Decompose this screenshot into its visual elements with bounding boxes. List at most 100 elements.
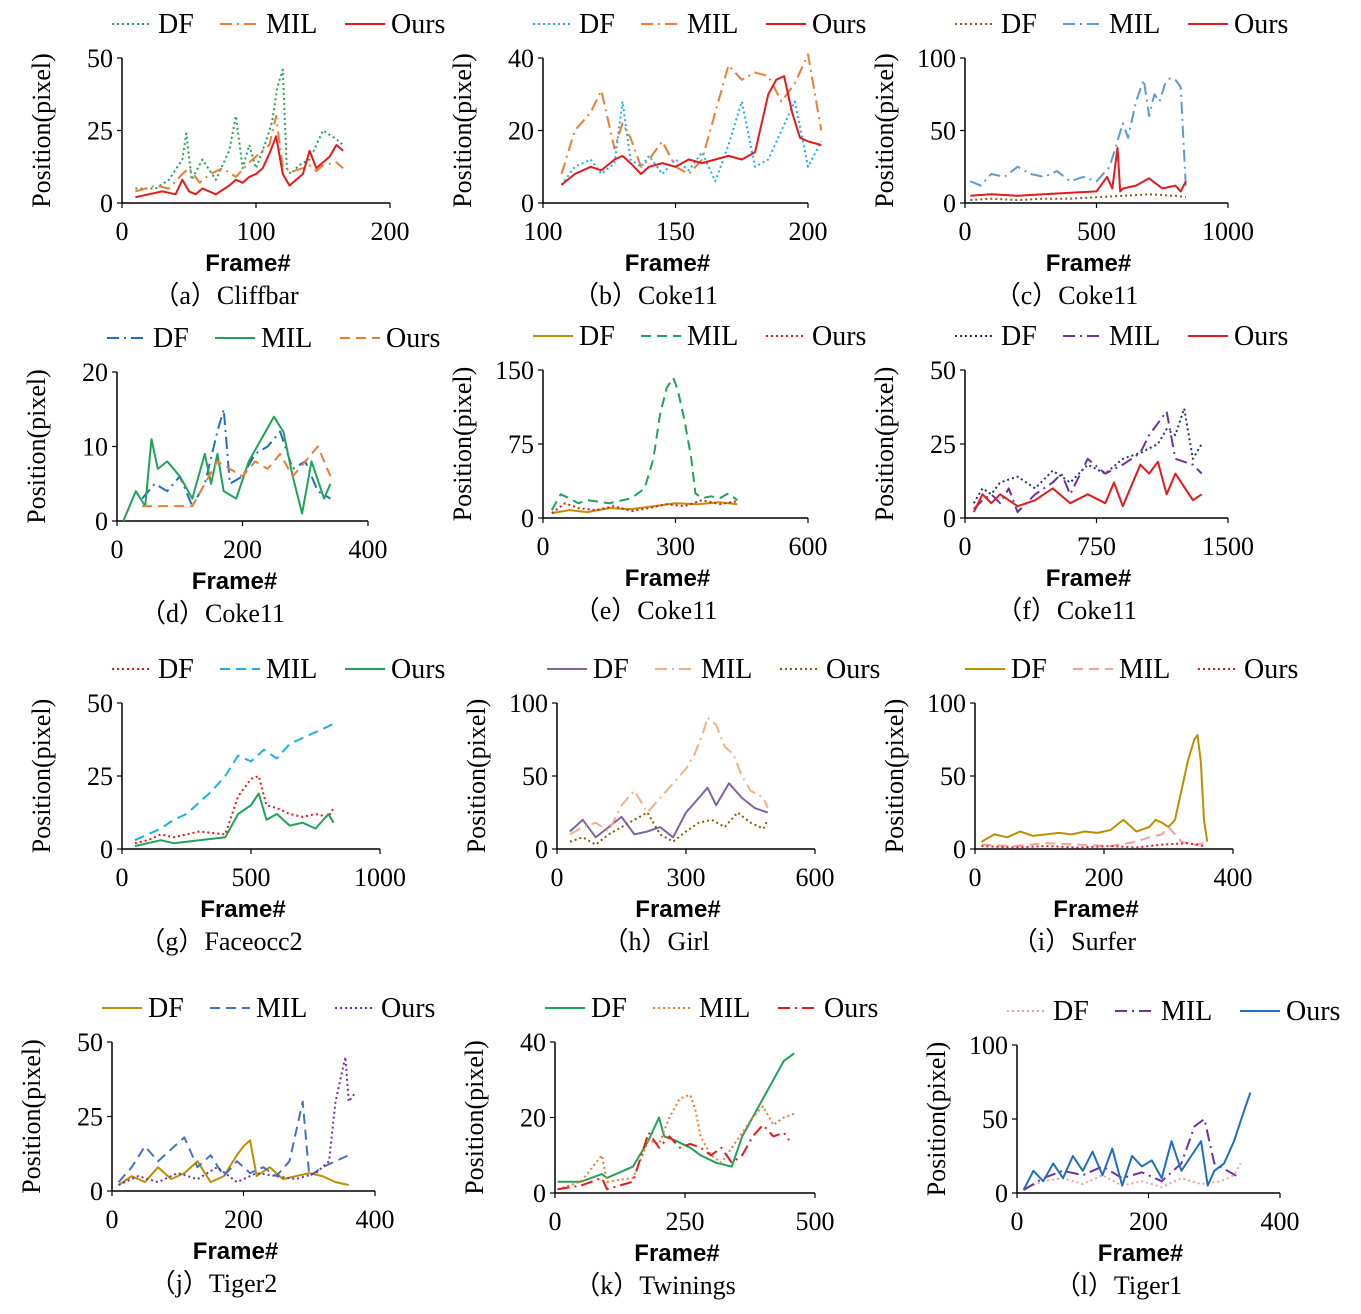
y-tick-label: 0 [535,835,548,864]
chart-panel-6: 0 25 50 0 750 1500 Frame# Position(pixel) （f）Cok… [870,321,1288,625]
y-tick-label: 0 [90,1177,103,1206]
y-axis-label: Position(pixel) [27,53,56,208]
legend-label-ours: Ours [812,321,866,352]
x-axis-label: Frame# [634,1240,719,1267]
panel-caption: （h）Girl [603,927,710,956]
series-line-df [560,100,823,186]
legend-label-ours: Ours [1286,996,1340,1027]
legend-label-mil: MIL [266,654,317,685]
series-line-mil [135,115,344,193]
legend: DF MIL Ours [107,323,440,354]
legend: DF MIL Ours [1007,996,1340,1027]
y-tick-label: 100 [927,689,966,718]
x-tick-label: 0 [537,532,550,561]
y-tick-label: 0 [953,835,966,864]
y-tick-label: 0 [521,504,534,533]
x-tick-label: 0 [551,863,564,892]
x-tick-label: 400 [1261,1207,1300,1236]
legend-label-df: DF [579,9,615,40]
legend-label-df: DF [153,323,189,354]
legend-label-ours: Ours [381,993,435,1024]
x-axis-label: Frame# [1046,565,1131,592]
panel-caption: （l）Tiger1 [1055,1271,1183,1300]
y-tick-label: 100 [917,44,956,73]
chart-panel-11: 0 20 40 0 250 500 Frame# Position(pixel) （k）Twin… [460,993,878,1300]
x-tick-label: 0 [959,532,972,561]
series-line-mil [122,415,332,522]
y-tick-label: 25 [930,430,956,459]
y-axis-label: Position(pixel) [870,53,899,208]
y-tick-label: 20 [520,1104,546,1133]
legend-label-mil: MIL [261,323,312,354]
legend-label-ours: Ours [812,9,866,40]
series-line-mil [117,1100,350,1183]
x-tick-label: 600 [789,532,828,561]
x-tick-label: 500 [232,863,271,892]
series-line-ours [970,146,1187,197]
legend: DF MIL Ours [112,9,445,40]
series-line-mil [969,77,1187,189]
series-line-df [981,734,1209,843]
x-tick-label: 150 [656,217,695,246]
legend-label-df: DF [593,654,629,685]
legend-label-df: DF [579,321,615,352]
x-tick-label: 600 [796,863,835,892]
x-tick-label: 200 [1085,863,1124,892]
legend: DF MIL Ours [955,9,1288,40]
chart-panel-9: 0 50 100 0 200 400 Frame# Position(pixel) （i）Sur… [880,654,1298,956]
panel-caption: （i）Surfer [1012,927,1137,956]
series-line-df [134,775,335,845]
x-tick-label: 200 [223,535,262,564]
series-line-ours [557,1124,790,1191]
series-line-ours [560,75,822,186]
y-tick-label: 25 [87,117,113,146]
series-line-ours [135,135,344,199]
legend: DF MIL Ours [102,993,435,1024]
y-axis-label: Position(pixel) [880,699,909,854]
y-tick-label: 75 [508,430,534,459]
series-line-df [118,1139,349,1186]
panel-caption: （j）Tiger2 [150,1269,278,1298]
legend-label-df: DF [1001,321,1037,352]
chart-panel-1: 0 25 50 0 100 200 Frame# Position(pixel) （a）Clif… [27,9,445,310]
series-line-mil [550,376,738,511]
y-tick-label: 50 [930,356,956,385]
x-tick-label: 250 [666,1207,705,1236]
legend-label-ours: Ours [386,323,440,354]
legend-label-ours: Ours [1234,9,1288,40]
y-tick-label: 0 [95,507,108,536]
x-axis-label: Frame# [193,1238,278,1265]
x-tick-label: 750 [1077,532,1116,561]
legend-label-mil: MIL [256,993,307,1024]
x-tick-label: 300 [667,863,706,892]
series-line-ours [972,460,1203,513]
series-line-df [972,407,1203,504]
x-axis-label: Frame# [635,896,720,923]
series-line-mil [973,410,1203,514]
y-tick-label: 0 [100,835,113,864]
panel-caption: （k）Twinings [574,1271,735,1300]
x-tick-label: 300 [656,532,695,561]
y-tick-label: 0 [995,1179,1008,1208]
y-axis-label: Position(pixel) [462,699,491,854]
x-tick-label: 200 [1129,1207,1168,1236]
series-line-mil [981,826,1205,848]
legend: DF MIL Ours [545,993,878,1024]
panel-caption: （f）Coke11 [996,596,1137,625]
legend-label-ours: Ours [1234,321,1288,352]
series-line-df [569,782,769,839]
y-tick-label: 40 [508,44,534,73]
x-tick-label: 0 [106,1205,119,1234]
x-tick-label: 0 [959,217,972,246]
series-line-ours [134,792,335,848]
x-axis-label: Frame# [192,568,277,595]
y-tick-label: 50 [87,44,113,73]
x-tick-label: 400 [356,1205,395,1234]
y-tick-label: 50 [87,689,113,718]
series-line-df [557,1052,795,1183]
chart-panel-5: 0 75 150 0 300 600 Frame# Position(pixel) （e）Cok… [448,321,866,625]
legend: DF MIL Ours [955,321,1288,352]
y-axis-label: Position(pixel) [870,367,899,522]
